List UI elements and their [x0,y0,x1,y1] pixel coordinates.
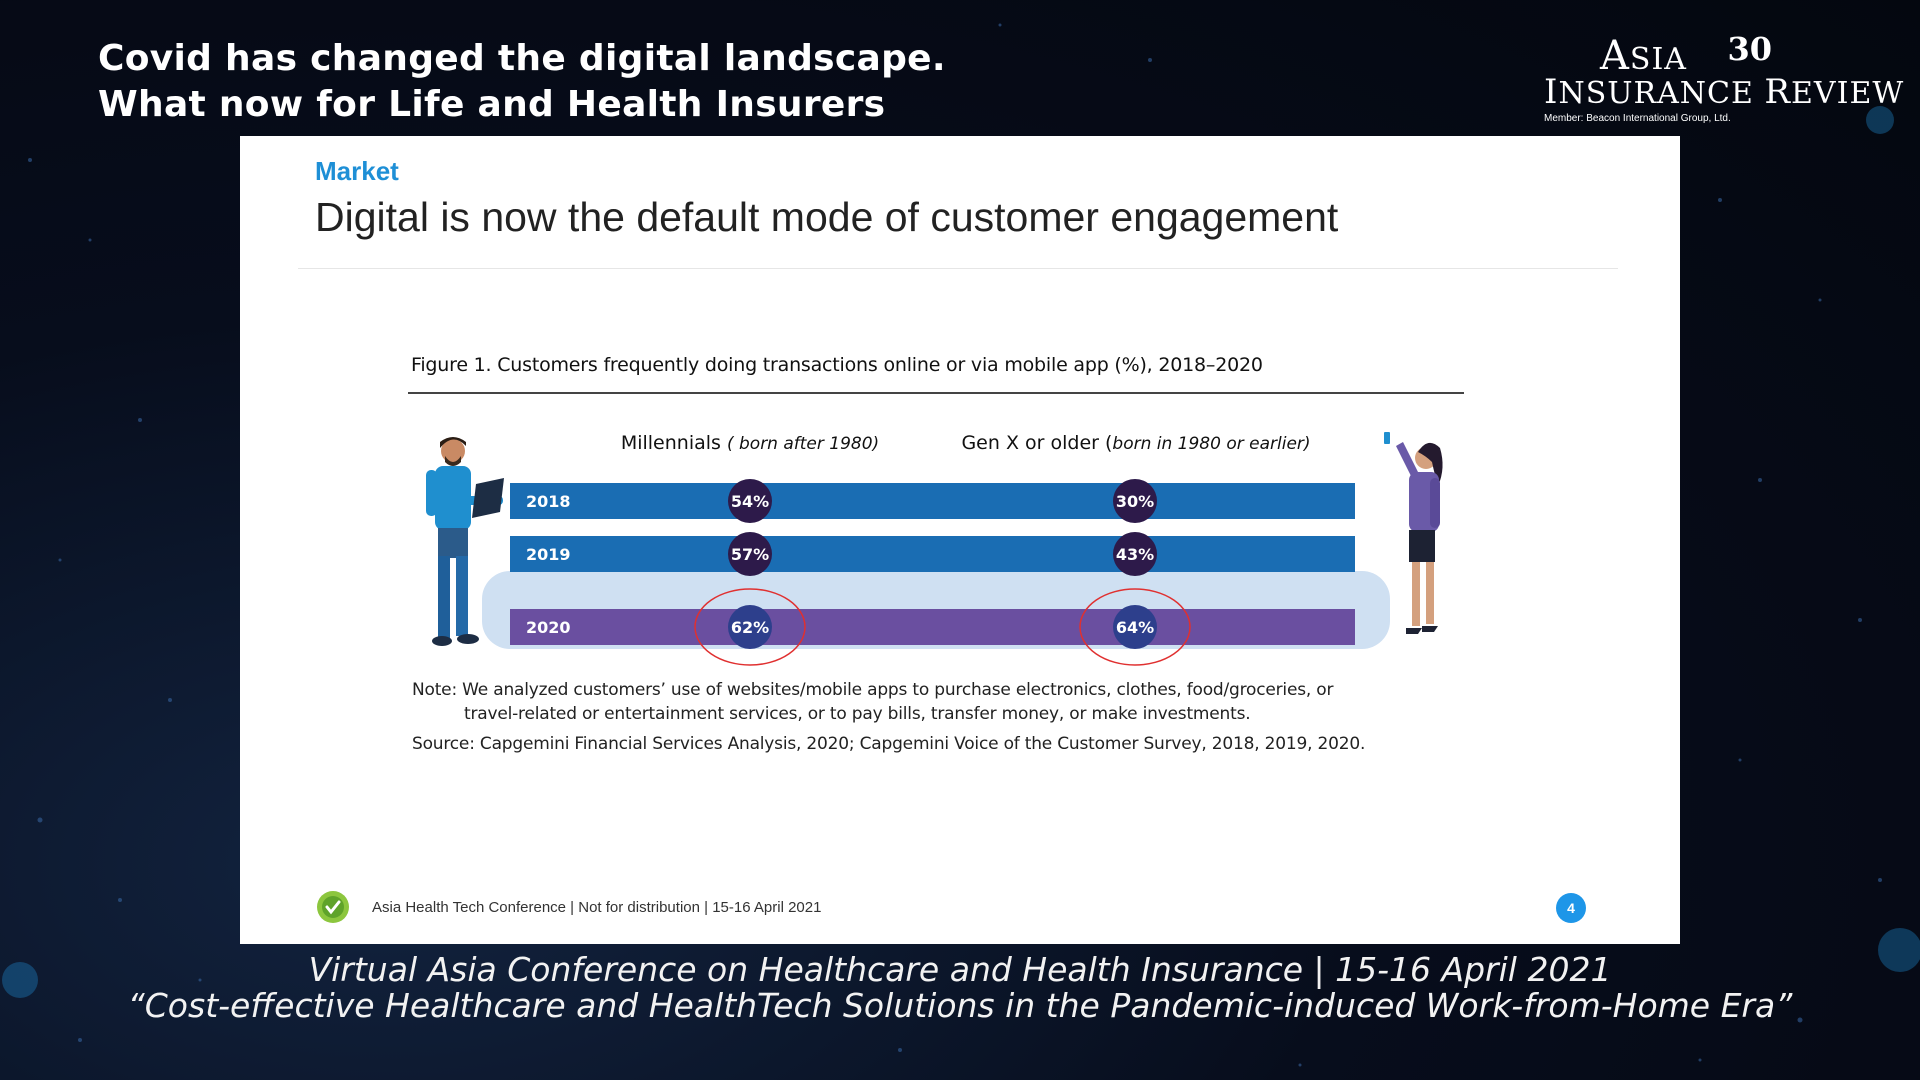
value-badge-millennials-2019 [728,532,772,576]
highlight-circle-millennials-2020 [694,588,806,666]
logo-word-2: INSURANCE REVIEW [1544,72,1905,112]
value-badge-millennials-2020 [728,605,772,649]
note-line1: Note: We analyzed customers’ use of webs… [412,680,1334,700]
footer-text: Asia Health Tech Conference | Not for di… [372,899,822,916]
logo-member-text: Member: Beacon International Group, Ltd. [1544,113,1731,124]
bar-2018 [510,483,1355,519]
slide-headline: Digital is now the default mode of custo… [315,194,1339,240]
man-with-laptop-illustration [426,437,504,646]
slide-title-line1: Covid has changed the digital landscape. [98,38,946,79]
figure-note: Note: We analyzed customers’ use of webs… [412,678,1372,726]
slide-content: Market Digital is now the default mode o… [240,136,1680,944]
category-label-2020: 2020 [526,618,571,637]
figure-source: Source: Capgemini Financial Services Ana… [412,734,1366,754]
slide-title: Covid has changed the digital landscape.… [98,36,946,128]
bar-2019 [510,536,1355,572]
logo-wordmark: ASIA INSURANCE REVIEW [1544,33,1905,112]
value-label-genx-2018: 30% [1116,492,1154,511]
section-label: Market [315,156,399,186]
category-label-2019: 2019 [526,545,571,564]
woman-with-phone-illustration [1384,432,1443,634]
value-badge-millennials-2018 [728,479,772,523]
page-number-badge: 4 [1556,893,1586,923]
value-label-genx-2020: 64% [1116,618,1154,637]
value-badge-genx-2019 [1113,532,1157,576]
caption-line1: Virtual Asia Conference on Healthcare an… [308,950,1612,989]
figure-title: Figure 1. Customers frequently doing tra… [411,354,1263,376]
asia-insurance-review-logo: ASIA INSURANCE REVIEW 30 Member: Beacon … [1540,30,1903,130]
value-label-millennials-2019: 57% [731,545,769,564]
highlight-circle-genx-2020 [1079,588,1191,666]
group-qualifier-genx: born in 1980 or earlier) [1112,434,1310,454]
anniversary-mark: 30 [1727,30,1772,68]
value-label-millennials-2018: 54% [731,492,769,511]
figure-title-rule [408,392,1464,394]
group-name-genx: Gen X or older ( [961,432,1112,454]
value-label-millennials-2020: 62% [731,618,769,637]
category-label-2018: 2018 [526,492,571,511]
headline-divider [298,268,1618,269]
group-qualifier-millennials: ( born after 1980) [727,434,879,454]
group-header-millennials: Millennials ( born after 1980) [621,432,879,454]
logo-word-1: ASIA [1600,33,1687,79]
group-name-millennials: Millennials [621,432,721,454]
note-line2: travel-related or entertainment services… [464,704,1251,724]
group-header-genx: Gen X or older (born in 1980 or earlier) [961,432,1310,454]
value-badge-genx-2020 [1113,605,1157,649]
value-label-genx-2019: 43% [1116,545,1154,564]
value-badge-genx-2018 [1113,479,1157,523]
bar-2020 [510,609,1355,645]
caption-line2: “Cost-effective Healthcare and HealthTec… [127,986,1793,1025]
check-badge-icon [317,891,349,923]
slide-title-line2: What now for Life and Health Insurers [98,84,886,125]
bar-chart: Millennials ( born after 1980) Gen X or … [426,432,1443,666]
